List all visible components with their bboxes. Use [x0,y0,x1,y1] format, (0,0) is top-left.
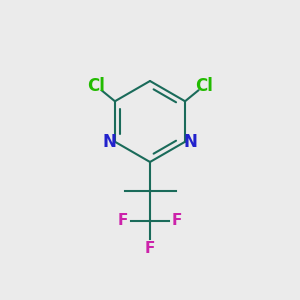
Text: F: F [172,213,182,228]
Text: N: N [184,133,197,151]
Text: F: F [145,241,155,256]
Text: F: F [118,213,128,228]
Text: Cl: Cl [195,76,213,95]
Text: Cl: Cl [87,76,105,95]
Text: N: N [103,133,116,151]
